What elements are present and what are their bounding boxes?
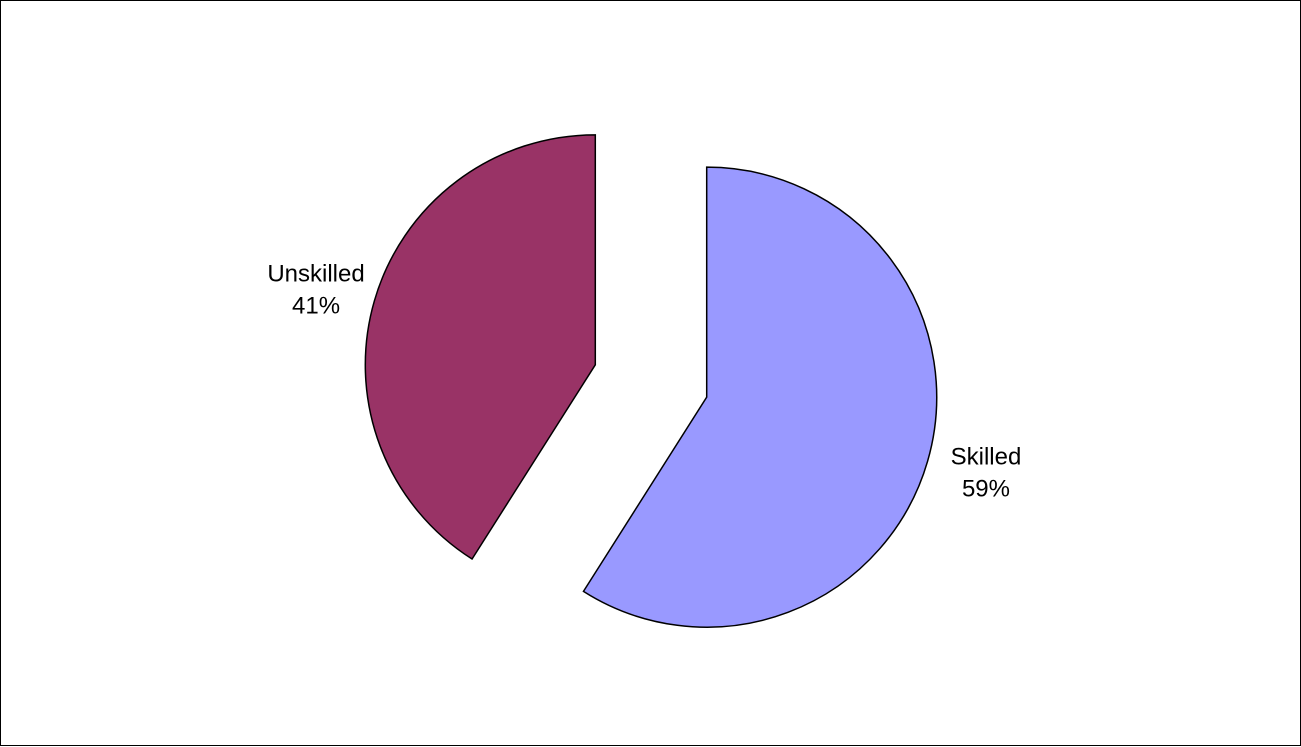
slice-label-skilled: Skilled xyxy=(951,444,1022,471)
pie-slice-skilled xyxy=(582,166,938,628)
pie-labels: Skilled 59% Unskilled 41% xyxy=(267,260,1021,502)
slice-percent-unskilled: 41% xyxy=(292,292,340,319)
slice-percent-skilled: 59% xyxy=(962,476,1010,503)
pie-slices xyxy=(364,134,938,628)
slice-label-unskilled: Unskilled xyxy=(267,260,364,287)
pie-slice-unskilled xyxy=(364,134,597,561)
